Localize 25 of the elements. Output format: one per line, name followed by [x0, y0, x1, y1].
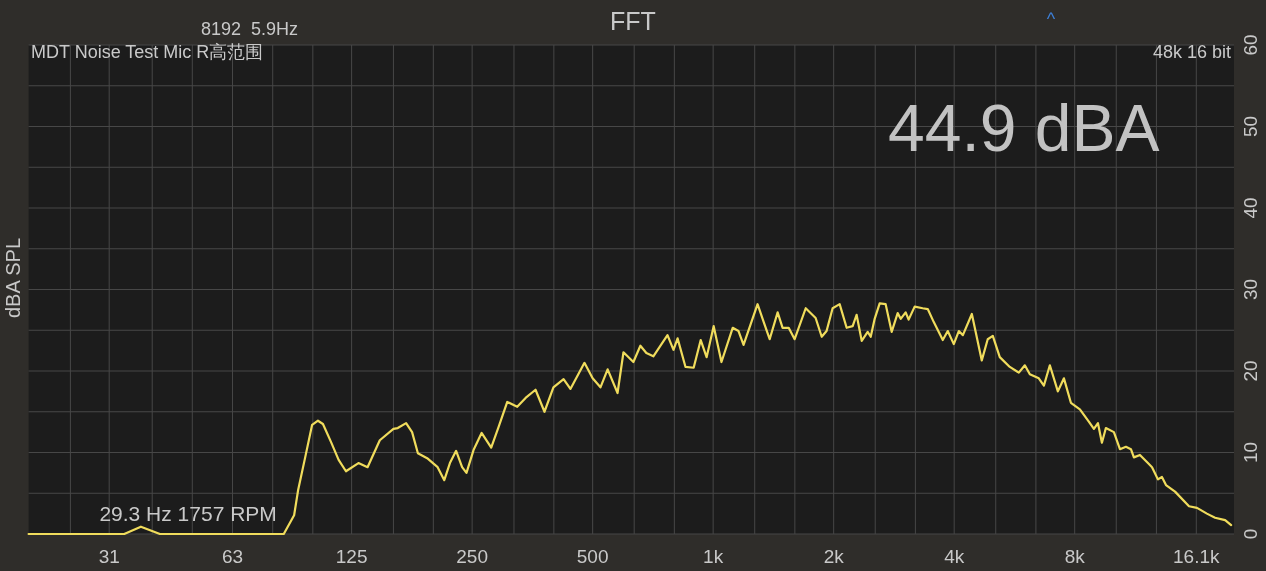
- x-tick-label: 63: [221, 545, 244, 567]
- x-tick-label: 1k: [703, 545, 724, 567]
- x-tick-label: 125: [335, 545, 368, 567]
- x-tick-label: 8k: [1064, 545, 1086, 567]
- y-tick-label: 10: [1239, 441, 1261, 464]
- text: 8192 5.9Hz: [201, 19, 299, 39]
- y-tick-label: 20: [1239, 360, 1261, 382]
- annotation: 48k 16 bit: [1152, 42, 1231, 62]
- annotation: MDT Noise Test Mic R高范围: [31, 42, 264, 62]
- x-tick-label: 500: [576, 545, 609, 567]
- y-axis-title: dBA SPL: [2, 237, 24, 319]
- y-tick-label: 0: [1239, 528, 1261, 540]
- text: ^: [1046, 9, 1056, 29]
- annotation: 44.9 dBA: [888, 91, 1160, 165]
- y-tick-label: 50: [1239, 115, 1261, 138]
- y-tick-label: 60: [1239, 34, 1261, 56]
- x-tick-label: 250: [456, 545, 488, 567]
- annotation: 29.3 Hz 1757 RPM: [99, 501, 277, 525]
- y-tick-label: 40: [1239, 197, 1261, 219]
- y-tick-label: 30: [1239, 278, 1261, 301]
- chart-title: FFT: [610, 7, 656, 35]
- x-tick-label: 4k: [944, 545, 965, 567]
- x-tick-label: 31: [98, 545, 120, 567]
- x-tick-label: 2k: [823, 545, 845, 567]
- x-tick-label: 16.1k: [1173, 545, 1221, 567]
